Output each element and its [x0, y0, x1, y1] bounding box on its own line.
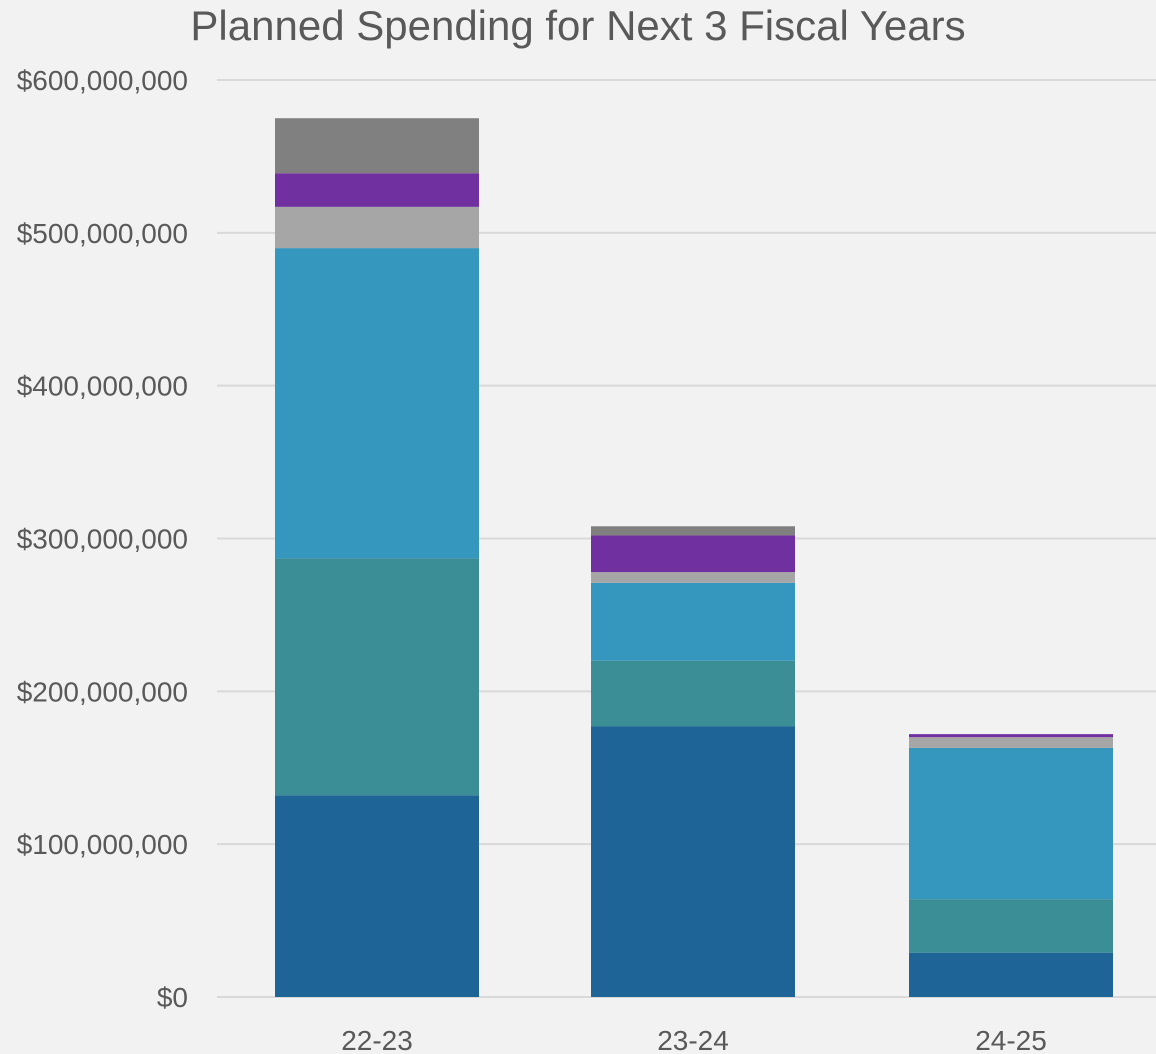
bar-segment-23-24-s4	[591, 572, 795, 583]
bar-segment-23-24-s6	[591, 526, 795, 536]
bar-segment-22-23-s6	[275, 118, 479, 174]
bar-segment-24-25-s4	[909, 737, 1113, 748]
y-tick-label: $0	[157, 982, 188, 1013]
bar-segment-23-24-s3	[591, 582, 795, 661]
y-tick-label: $200,000,000	[17, 676, 188, 707]
y-tick-label: $400,000,000	[17, 371, 188, 402]
y-tick-label: $600,000,000	[17, 65, 188, 96]
bar-segment-24-25-s1	[909, 952, 1113, 997]
bar-segment-23-24-s2	[591, 660, 795, 727]
bar-segment-23-24-s1	[591, 726, 795, 997]
bar-segment-22-23-s3	[275, 248, 479, 559]
x-tick-label: 23-24	[657, 1025, 729, 1054]
x-tick-label: 24-25	[975, 1025, 1047, 1054]
bar-segment-22-23-s5	[275, 173, 479, 207]
bar-segment-24-25-s2	[909, 899, 1113, 953]
bar-segment-22-23-s2	[275, 558, 479, 796]
bar-segment-23-24-s5	[591, 535, 795, 573]
chart-title: Planned Spending for Next 3 Fiscal Years	[190, 2, 966, 49]
y-tick-label: $500,000,000	[17, 218, 188, 249]
bar-segment-22-23-s1	[275, 795, 479, 997]
y-tick-label: $300,000,000	[17, 524, 188, 555]
bar-segment-24-25-s5	[909, 734, 1113, 738]
x-tick-label: 22-23	[341, 1025, 413, 1054]
bar-segment-22-23-s4	[275, 206, 479, 249]
bar-segment-24-25-s3	[909, 747, 1113, 900]
y-tick-label: $100,000,000	[17, 829, 188, 860]
